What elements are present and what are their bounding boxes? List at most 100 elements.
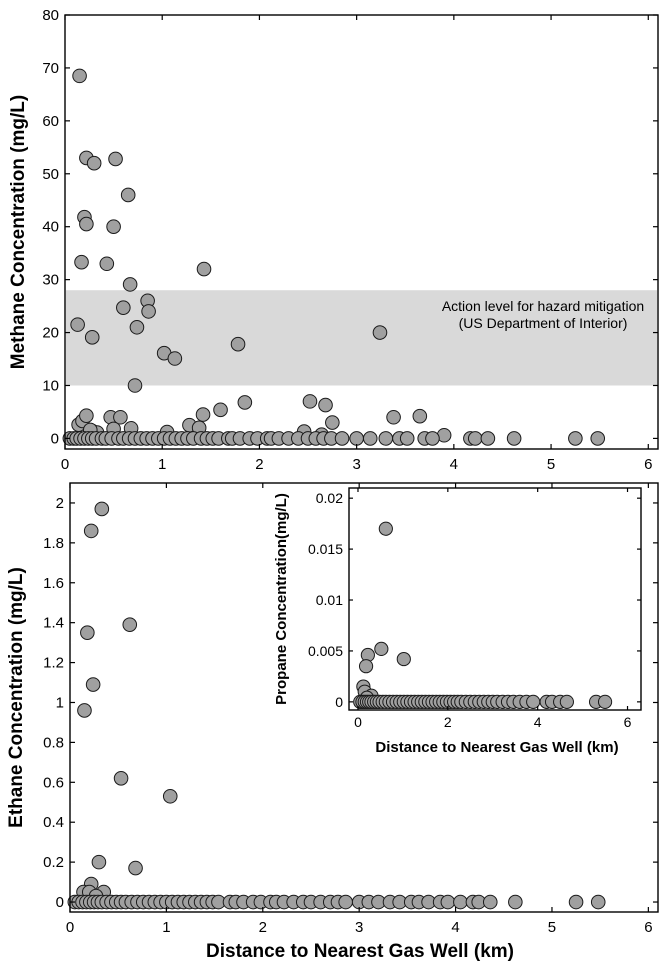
x-tick-label: 0: [66, 919, 74, 936]
data-point: [358, 659, 374, 674]
data-point: [230, 336, 246, 352]
x-tick-label: 4: [450, 456, 458, 473]
x-tick-label: 6: [644, 456, 652, 473]
data-point: [440, 894, 456, 910]
y-tick-label: 0: [335, 694, 343, 710]
y-tick-label: 10: [42, 377, 59, 394]
y-tick-label: 50: [42, 166, 59, 183]
x-tick-label: 1: [162, 919, 170, 936]
plot-area: [349, 488, 641, 710]
data-point: [85, 677, 101, 692]
data-point: [349, 431, 364, 446]
y-tick-label: 1.8: [43, 535, 64, 552]
y-tick-label: 0.2: [43, 854, 64, 871]
data-point: [597, 694, 613, 709]
data-point: [167, 351, 183, 366]
data-point: [84, 330, 100, 345]
data-point: [113, 771, 129, 786]
y-tick-label: 0.005: [308, 643, 343, 659]
data-point: [122, 277, 138, 292]
x-axis-title: Distance to Nearest Gas Well (km): [206, 941, 514, 962]
axes-frame: [64, 14, 659, 450]
data-point: [378, 431, 394, 446]
y-tick-label: 0.01: [316, 592, 343, 608]
x-tick-label: 0: [354, 714, 362, 730]
data-point: [108, 151, 123, 167]
x-tick-label: 5: [548, 919, 556, 936]
data-point: [162, 788, 178, 804]
data-point: [70, 317, 85, 332]
x-axis-title: Distance to Nearest Gas Well (km): [375, 739, 618, 756]
y-axis-title: Propane Concentration(mg/L): [273, 493, 290, 705]
y-tick-label: 1.6: [43, 575, 64, 592]
data-point: [318, 397, 333, 413]
data-point: [372, 325, 388, 340]
data-point: [590, 894, 606, 910]
data-point: [453, 894, 468, 910]
y-tick-label: 0.8: [43, 734, 64, 751]
x-tick-label: 3: [352, 456, 360, 473]
data-point: [508, 894, 523, 910]
data-point: [99, 256, 115, 272]
data-point: [302, 394, 318, 409]
x-tick-label: 1: [158, 456, 166, 473]
y-tick-label: 1.4: [43, 615, 64, 632]
band-label-line1: Action level for hazard mitigation: [442, 298, 644, 314]
data-point: [412, 408, 428, 424]
data-point: [83, 523, 99, 539]
y-tick-label: 2: [56, 495, 64, 512]
data-point: [106, 219, 121, 235]
x-tick-label: 5: [547, 456, 555, 473]
data-point: [74, 254, 89, 270]
data-point: [467, 431, 483, 446]
data-point: [196, 261, 212, 277]
data-point: [425, 431, 440, 446]
data-point: [378, 521, 393, 536]
y-axis-title: Methane Concentration (mg/L): [8, 95, 29, 369]
data-point: [80, 625, 95, 640]
y-tick-label: 0.6: [43, 774, 64, 791]
data-point: [568, 431, 583, 446]
data-point: [482, 894, 498, 910]
data-point: [568, 894, 584, 910]
y-tick-label: 0: [56, 894, 64, 911]
y-tick-label: 80: [42, 7, 59, 24]
data-point: [122, 617, 138, 632]
data-point: [559, 694, 574, 709]
methane-panel: Action level for hazard mitigation(US De…: [8, 7, 659, 473]
data-point: [91, 854, 107, 870]
x-tick-label: 4: [534, 714, 542, 730]
y-tick-label: 30: [42, 272, 59, 289]
axes-frame: [69, 482, 659, 913]
action-level-band: [66, 290, 657, 386]
x-tick-label: 2: [255, 456, 263, 473]
y-tick-label: 70: [42, 60, 59, 77]
data-point: [396, 651, 411, 667]
data-point: [399, 431, 415, 446]
band-label-line2: (US Department of Interior): [459, 315, 628, 331]
data-point: [120, 187, 136, 203]
data-point: [195, 407, 211, 422]
y-tick-label: 60: [42, 113, 59, 130]
x-tick-label: 4: [451, 919, 459, 936]
data-point: [480, 431, 496, 446]
y-tick-label: 0.015: [308, 541, 343, 557]
data-point: [506, 431, 522, 446]
x-tick-label: 2: [259, 919, 267, 936]
data-point: [113, 409, 128, 425]
x-tick-label: 6: [644, 919, 652, 936]
data-point: [127, 378, 143, 393]
data-point: [77, 703, 92, 718]
data-point: [94, 501, 110, 517]
data-point: [213, 402, 228, 418]
data-point: [374, 641, 389, 656]
x-tick-label: 0: [61, 456, 69, 473]
data-point: [79, 408, 94, 423]
data-point: [338, 894, 353, 910]
y-tick-label: 1: [56, 694, 64, 711]
x-tick-label: 2: [444, 714, 452, 730]
data-point: [362, 431, 378, 446]
data-point: [141, 304, 156, 319]
data-point: [237, 395, 253, 410]
